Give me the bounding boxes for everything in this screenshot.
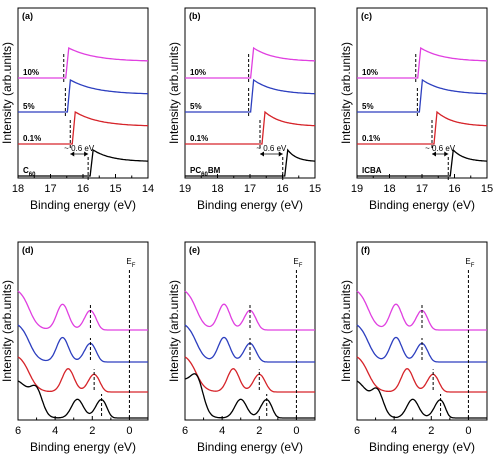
- arrow-head: [444, 151, 449, 157]
- series-line: [18, 78, 149, 113]
- x-tick-label: 14: [142, 183, 154, 195]
- material-label: C60: [23, 166, 36, 178]
- shift-annotation: ~ 0.6 eV: [64, 144, 95, 153]
- plot-frame: [356, 241, 488, 421]
- x-tick-label: 15: [481, 183, 493, 195]
- x-tick-label: 18: [12, 183, 24, 195]
- series-line: [17, 356, 148, 393]
- material-label: PC60BM: [190, 166, 221, 178]
- x-tick-label: 2: [89, 425, 95, 437]
- x-tick-label: 15: [109, 183, 121, 195]
- panel-d: 6 4 2 0 Binding energy (eV) Intensity (arb.un…: [0, 241, 149, 454]
- x-axis-label: Binding energy (eV): [369, 198, 475, 212]
- series-line: [17, 290, 148, 331]
- series-line: [185, 78, 316, 113]
- y-axis-label: Intensity (arb.units): [167, 280, 181, 382]
- panel-label: (e): [189, 245, 200, 255]
- y-axis-label: Intensity (arb.units): [339, 42, 353, 144]
- x-tick-label: 4: [219, 425, 225, 437]
- series-label: 10%: [23, 68, 39, 77]
- x-tick-label: 0: [126, 425, 132, 437]
- series-line: [357, 110, 488, 145]
- plot-frame: [184, 241, 316, 421]
- x-tick-label: 18: [211, 183, 223, 195]
- panel-label: (f): [361, 245, 370, 255]
- x-tick-label: 19: [351, 183, 363, 195]
- series-line: [18, 110, 149, 145]
- x-tick-label: 19: [179, 183, 191, 195]
- x-axis-label: Binding energy (eV): [30, 198, 136, 212]
- x-tick-label: 16: [448, 183, 460, 195]
- series-label: 10%: [362, 68, 378, 77]
- material-label: ICBA: [362, 166, 382, 175]
- x-tick-label: 0: [465, 425, 471, 437]
- x-tick-label: 17: [244, 183, 256, 195]
- series-label: 5%: [362, 102, 374, 111]
- panel-f: 6 4 2 0 Binding energy (eV) Intensity (arb.un…: [339, 241, 488, 454]
- panel-label: (b): [189, 11, 201, 21]
- series-line: [17, 324, 148, 363]
- panel-label: (a): [22, 11, 33, 21]
- x-tick-label: 18: [383, 183, 395, 195]
- x-axis-label: Binding energy (eV): [197, 198, 303, 212]
- arrow-head: [432, 151, 436, 157]
- x-axis-label: Binding energy (eV): [30, 440, 136, 454]
- series-line: [357, 148, 487, 177]
- x-tick-label: 16: [276, 183, 288, 195]
- shift-annotation: ~ 0.6 eV: [256, 144, 287, 153]
- series-label: 5%: [190, 102, 202, 111]
- panel-label: (d): [22, 245, 34, 255]
- x-tick-label: 0: [293, 425, 299, 437]
- arrow-head: [278, 151, 283, 157]
- x-tick-label: 15: [309, 183, 321, 195]
- series-label: 0.1%: [23, 134, 41, 143]
- x-axis-label: Binding energy (eV): [369, 440, 475, 454]
- x-tick-label: 4: [391, 425, 397, 437]
- x-tick-label: 17: [416, 183, 428, 195]
- panel-e: 6 4 2 0 Binding energy (eV) Intensity (arb.un…: [167, 241, 316, 454]
- series-line: [185, 148, 315, 177]
- series-line: [357, 78, 488, 113]
- series-label: 5%: [23, 102, 35, 111]
- series-line: [356, 356, 487, 393]
- fermi-label: EF: [465, 257, 474, 269]
- series-label: 0.1%: [190, 134, 208, 143]
- y-axis-label: Intensity (arb.units): [0, 280, 14, 382]
- x-axis-label: Binding energy (eV): [197, 440, 303, 454]
- series-line: [184, 356, 315, 393]
- series-line: [185, 46, 315, 79]
- x-tick-label: 16: [77, 183, 89, 195]
- series-line: [18, 148, 148, 177]
- series-line: [357, 46, 487, 79]
- series-line: [185, 110, 316, 145]
- x-tick-label: 6: [182, 425, 188, 437]
- panel-a: 18 17 16 15 14 Binding energy (eV) Intensity (…: [0, 7, 154, 212]
- shift-annotation: ~ 0.6 eV: [425, 144, 456, 153]
- x-tick-label: 6: [15, 425, 21, 437]
- fermi-label: EF: [126, 257, 135, 269]
- fermi-label: EF: [293, 257, 302, 269]
- series-line: [18, 46, 148, 79]
- arrow-head: [260, 151, 264, 157]
- series-label: 0.1%: [362, 134, 380, 143]
- y-axis-label: Intensity (arb.units): [0, 42, 14, 144]
- series-line: [184, 373, 315, 419]
- plot-frame: [17, 241, 149, 421]
- series-line: [356, 380, 487, 419]
- y-axis-label: Intensity (arb.units): [167, 42, 181, 144]
- panel-b: 19 18 17 16 15 Binding energy (eV) Intensity (…: [167, 7, 321, 212]
- x-tick-label: 17: [44, 183, 56, 195]
- arrow-head: [84, 151, 89, 157]
- arrow-head: [70, 151, 75, 157]
- series-line: [17, 380, 148, 419]
- series-label: 10%: [190, 68, 206, 77]
- x-tick-label: 2: [256, 425, 262, 437]
- panel-c: 19 18 17 16 15 Binding energy (eV) Intensity (…: [339, 7, 493, 212]
- panel-label: (c): [361, 11, 372, 21]
- x-tick-label: 2: [428, 425, 434, 437]
- x-tick-label: 4: [52, 425, 58, 437]
- y-axis-label: Intensity (arb.units): [339, 280, 353, 382]
- x-tick-label: 6: [354, 425, 360, 437]
